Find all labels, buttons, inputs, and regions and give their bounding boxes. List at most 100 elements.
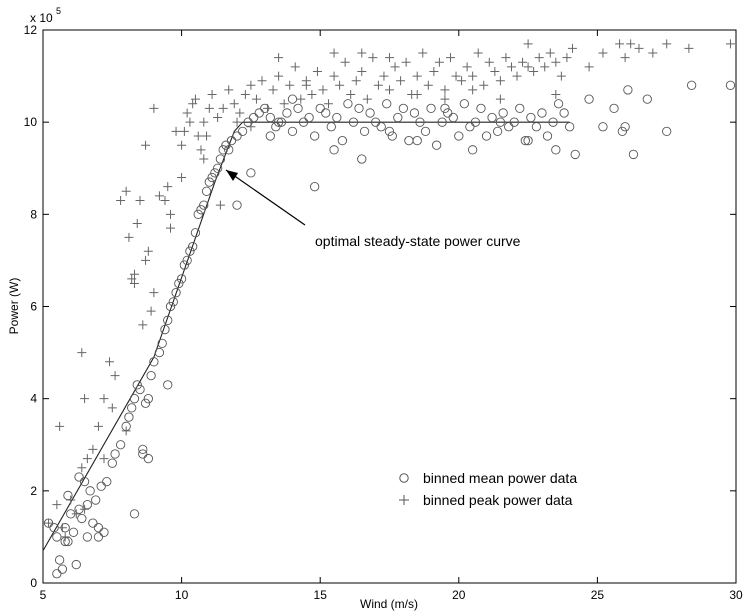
peak-point xyxy=(662,39,672,49)
peak-point xyxy=(179,126,189,136)
mean-point xyxy=(93,523,104,533)
peak-point xyxy=(648,48,658,58)
peak-point xyxy=(77,348,87,358)
mean-point xyxy=(287,126,298,137)
mean-point xyxy=(232,131,242,141)
peak-point xyxy=(251,94,261,104)
mean-point xyxy=(365,108,375,118)
mean-point xyxy=(620,122,630,132)
mean-point xyxy=(343,99,353,109)
peak-point xyxy=(57,523,67,533)
mean-point xyxy=(135,384,145,395)
peak-point xyxy=(312,66,322,76)
peak-point xyxy=(584,62,594,72)
mean-point xyxy=(212,163,223,173)
mean-point xyxy=(498,108,508,118)
mean-point xyxy=(509,117,519,127)
peak-point xyxy=(121,426,131,436)
peak-point xyxy=(229,99,239,109)
peak-point xyxy=(177,140,187,150)
annotation-arrowhead xyxy=(226,170,238,181)
y-multiplier-label: x 10 xyxy=(30,11,53,25)
peak-point xyxy=(626,39,636,49)
peak-point xyxy=(207,90,217,100)
annotation-arrow-line xyxy=(225,169,306,226)
peak-point xyxy=(551,90,561,100)
mean-point xyxy=(465,122,475,132)
mean-point xyxy=(140,398,151,408)
peak-point xyxy=(479,80,489,90)
peak-point xyxy=(163,182,173,192)
peak-point xyxy=(506,62,516,72)
x-tick-label-5: 30 xyxy=(729,588,743,602)
peak-point xyxy=(199,117,209,127)
legend: binned mean power data binned peak power… xyxy=(399,470,577,508)
peak-point xyxy=(290,62,300,72)
y-axis-label: Power (W) xyxy=(7,278,21,335)
peak-point xyxy=(52,500,62,510)
mean-point xyxy=(584,94,594,104)
peak-point xyxy=(490,66,500,76)
mean-point xyxy=(218,145,228,155)
y-tick-label-3: 6 xyxy=(30,300,37,314)
mean-point xyxy=(468,145,478,155)
peak-point xyxy=(143,246,153,256)
peak-point xyxy=(445,53,455,63)
mean-point xyxy=(132,380,142,390)
peak-point xyxy=(204,103,214,113)
peak-point xyxy=(351,76,361,86)
mean-point xyxy=(329,145,339,155)
peak-point xyxy=(263,103,273,113)
mean-point xyxy=(431,140,442,150)
mean-point xyxy=(129,394,140,404)
mean-point xyxy=(232,200,242,210)
mean-point xyxy=(304,112,314,123)
mean-point xyxy=(559,108,569,118)
mean-point xyxy=(487,112,497,123)
mean-point xyxy=(190,228,201,238)
y-multiplier-exponent: 5 xyxy=(56,6,61,16)
mean-point xyxy=(157,338,167,349)
mean-point xyxy=(348,117,359,127)
mean-point xyxy=(443,108,453,118)
mean-point xyxy=(71,559,81,570)
peak-point xyxy=(551,57,561,67)
peak-point xyxy=(149,103,159,113)
peak-point xyxy=(357,66,367,76)
mean-point xyxy=(273,117,284,127)
peak-point xyxy=(235,108,245,118)
peak-point xyxy=(501,53,511,63)
mean-point xyxy=(146,370,156,381)
mean-point xyxy=(598,122,608,132)
peak-point xyxy=(615,39,625,49)
x-tick-label-4: 25 xyxy=(591,588,605,602)
mean-point xyxy=(628,149,639,160)
mean-point xyxy=(315,103,325,113)
peak-point xyxy=(340,57,350,67)
peak-point xyxy=(121,186,131,196)
peak-point xyxy=(324,99,334,109)
mean-point xyxy=(179,260,190,270)
mean-point xyxy=(138,449,148,459)
mean-point xyxy=(725,80,736,90)
mean-point xyxy=(609,103,619,113)
peak-point xyxy=(190,94,200,104)
mean-point xyxy=(548,117,558,127)
peak-point xyxy=(246,80,256,90)
annotation-text: optimal steady-state power curve xyxy=(315,233,521,249)
mean-point xyxy=(398,103,409,113)
peak-point xyxy=(329,71,339,81)
mean-point xyxy=(553,99,564,109)
mean-point xyxy=(168,297,178,307)
peak-point xyxy=(440,94,450,104)
peak-point xyxy=(135,196,145,206)
peak-point xyxy=(110,371,120,381)
mean-point xyxy=(642,94,652,104)
peak-point xyxy=(99,454,109,464)
mean-point xyxy=(623,85,633,95)
mean-point xyxy=(79,476,90,487)
x-tick-label-0: 5 xyxy=(40,588,47,602)
mean-point xyxy=(526,112,536,123)
mean-point xyxy=(282,108,292,118)
mean-point xyxy=(326,122,336,132)
